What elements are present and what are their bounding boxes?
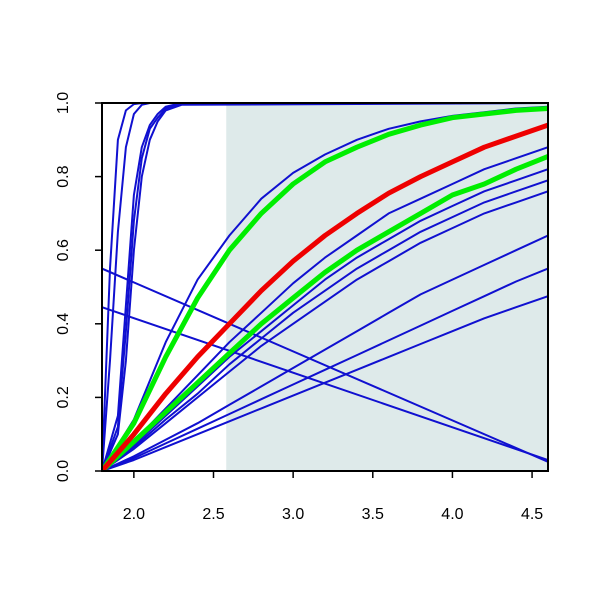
axes-layer: 2.0 2.5 3.0 3.5 4.0 4.5 0.0 0.2 0.4 0.6 0.8 1.0 xyxy=(55,92,549,523)
series-line-red-17 xyxy=(102,122,548,471)
series-line-blue-11 xyxy=(102,267,548,471)
series-line-green-16 xyxy=(102,153,548,471)
x-tick-label: 2.0 xyxy=(123,506,145,523)
x-tick-label: 4.0 xyxy=(441,506,463,523)
series-line-blue-13 xyxy=(102,267,548,463)
series-line-blue-10 xyxy=(102,234,548,471)
y-tick-label: 0.6 xyxy=(55,239,72,261)
shaded-region xyxy=(226,103,548,471)
plot-frame xyxy=(101,102,549,472)
y-tick-label: 0.2 xyxy=(55,386,72,408)
y-tick-label: 1.0 xyxy=(55,92,72,114)
x-tick-label: 3.0 xyxy=(282,506,304,523)
series-line-blue-4 xyxy=(102,103,548,471)
series-line-blue-9 xyxy=(102,190,548,471)
x-tick-label: 2.5 xyxy=(202,506,224,523)
series-line-green-15 xyxy=(102,106,548,471)
series-line-blue-3 xyxy=(102,103,548,471)
series-line-blue-0 xyxy=(102,103,548,471)
y-tick-label: 0.4 xyxy=(55,313,72,335)
series-line-blue-7 xyxy=(102,168,548,471)
series-line-blue-8 xyxy=(102,179,548,471)
x-tick-label: 3.5 xyxy=(362,506,384,523)
y-tick-label: 0.0 xyxy=(55,460,72,482)
series-layer xyxy=(102,103,548,471)
x-tick-label: 4.5 xyxy=(521,506,543,523)
series-line-blue-6 xyxy=(102,146,548,471)
shaded-region-layer xyxy=(226,103,548,471)
y-tick-label: 0.8 xyxy=(55,165,72,187)
